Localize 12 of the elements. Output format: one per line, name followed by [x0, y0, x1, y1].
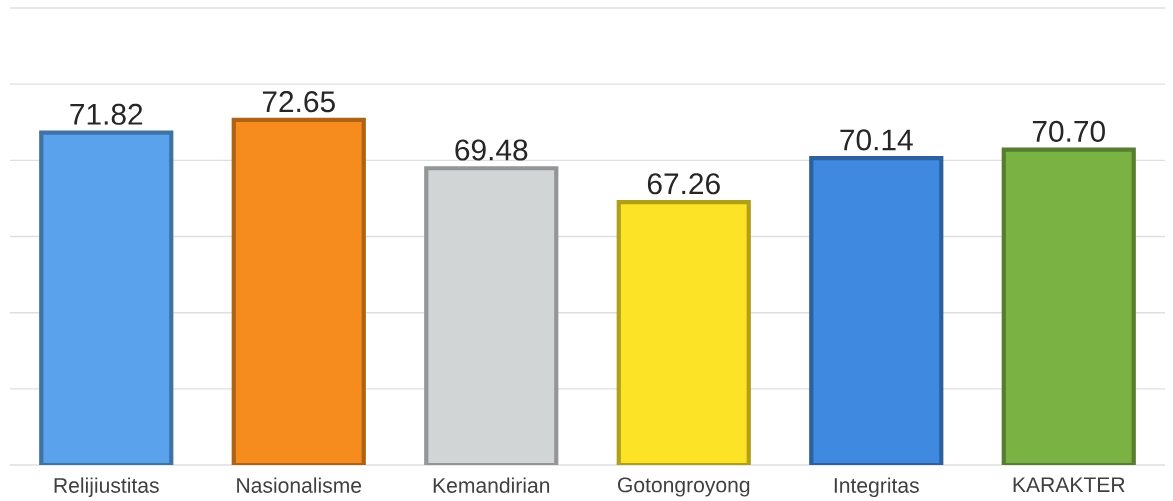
- data-label: 70.14: [840, 129, 913, 151]
- x-tick-label: Integritas: [834, 477, 919, 498]
- x-tick-label: Relijiustitas: [54, 477, 159, 498]
- data-label: 70.70: [1032, 120, 1105, 142]
- x-tick-label: KARAKTER: [1013, 477, 1125, 492]
- data-label: 71.82: [70, 103, 143, 125]
- x-tick-label: Nasionalisme: [237, 477, 362, 493]
- data-label: 69.48: [455, 139, 528, 161]
- x-tick-label: Gotongroyong: [617, 477, 750, 497]
- data-label: 72.65: [262, 91, 335, 113]
- data-label: 67.26: [647, 173, 720, 195]
- x-tick-label: Kemandirian: [433, 477, 550, 493]
